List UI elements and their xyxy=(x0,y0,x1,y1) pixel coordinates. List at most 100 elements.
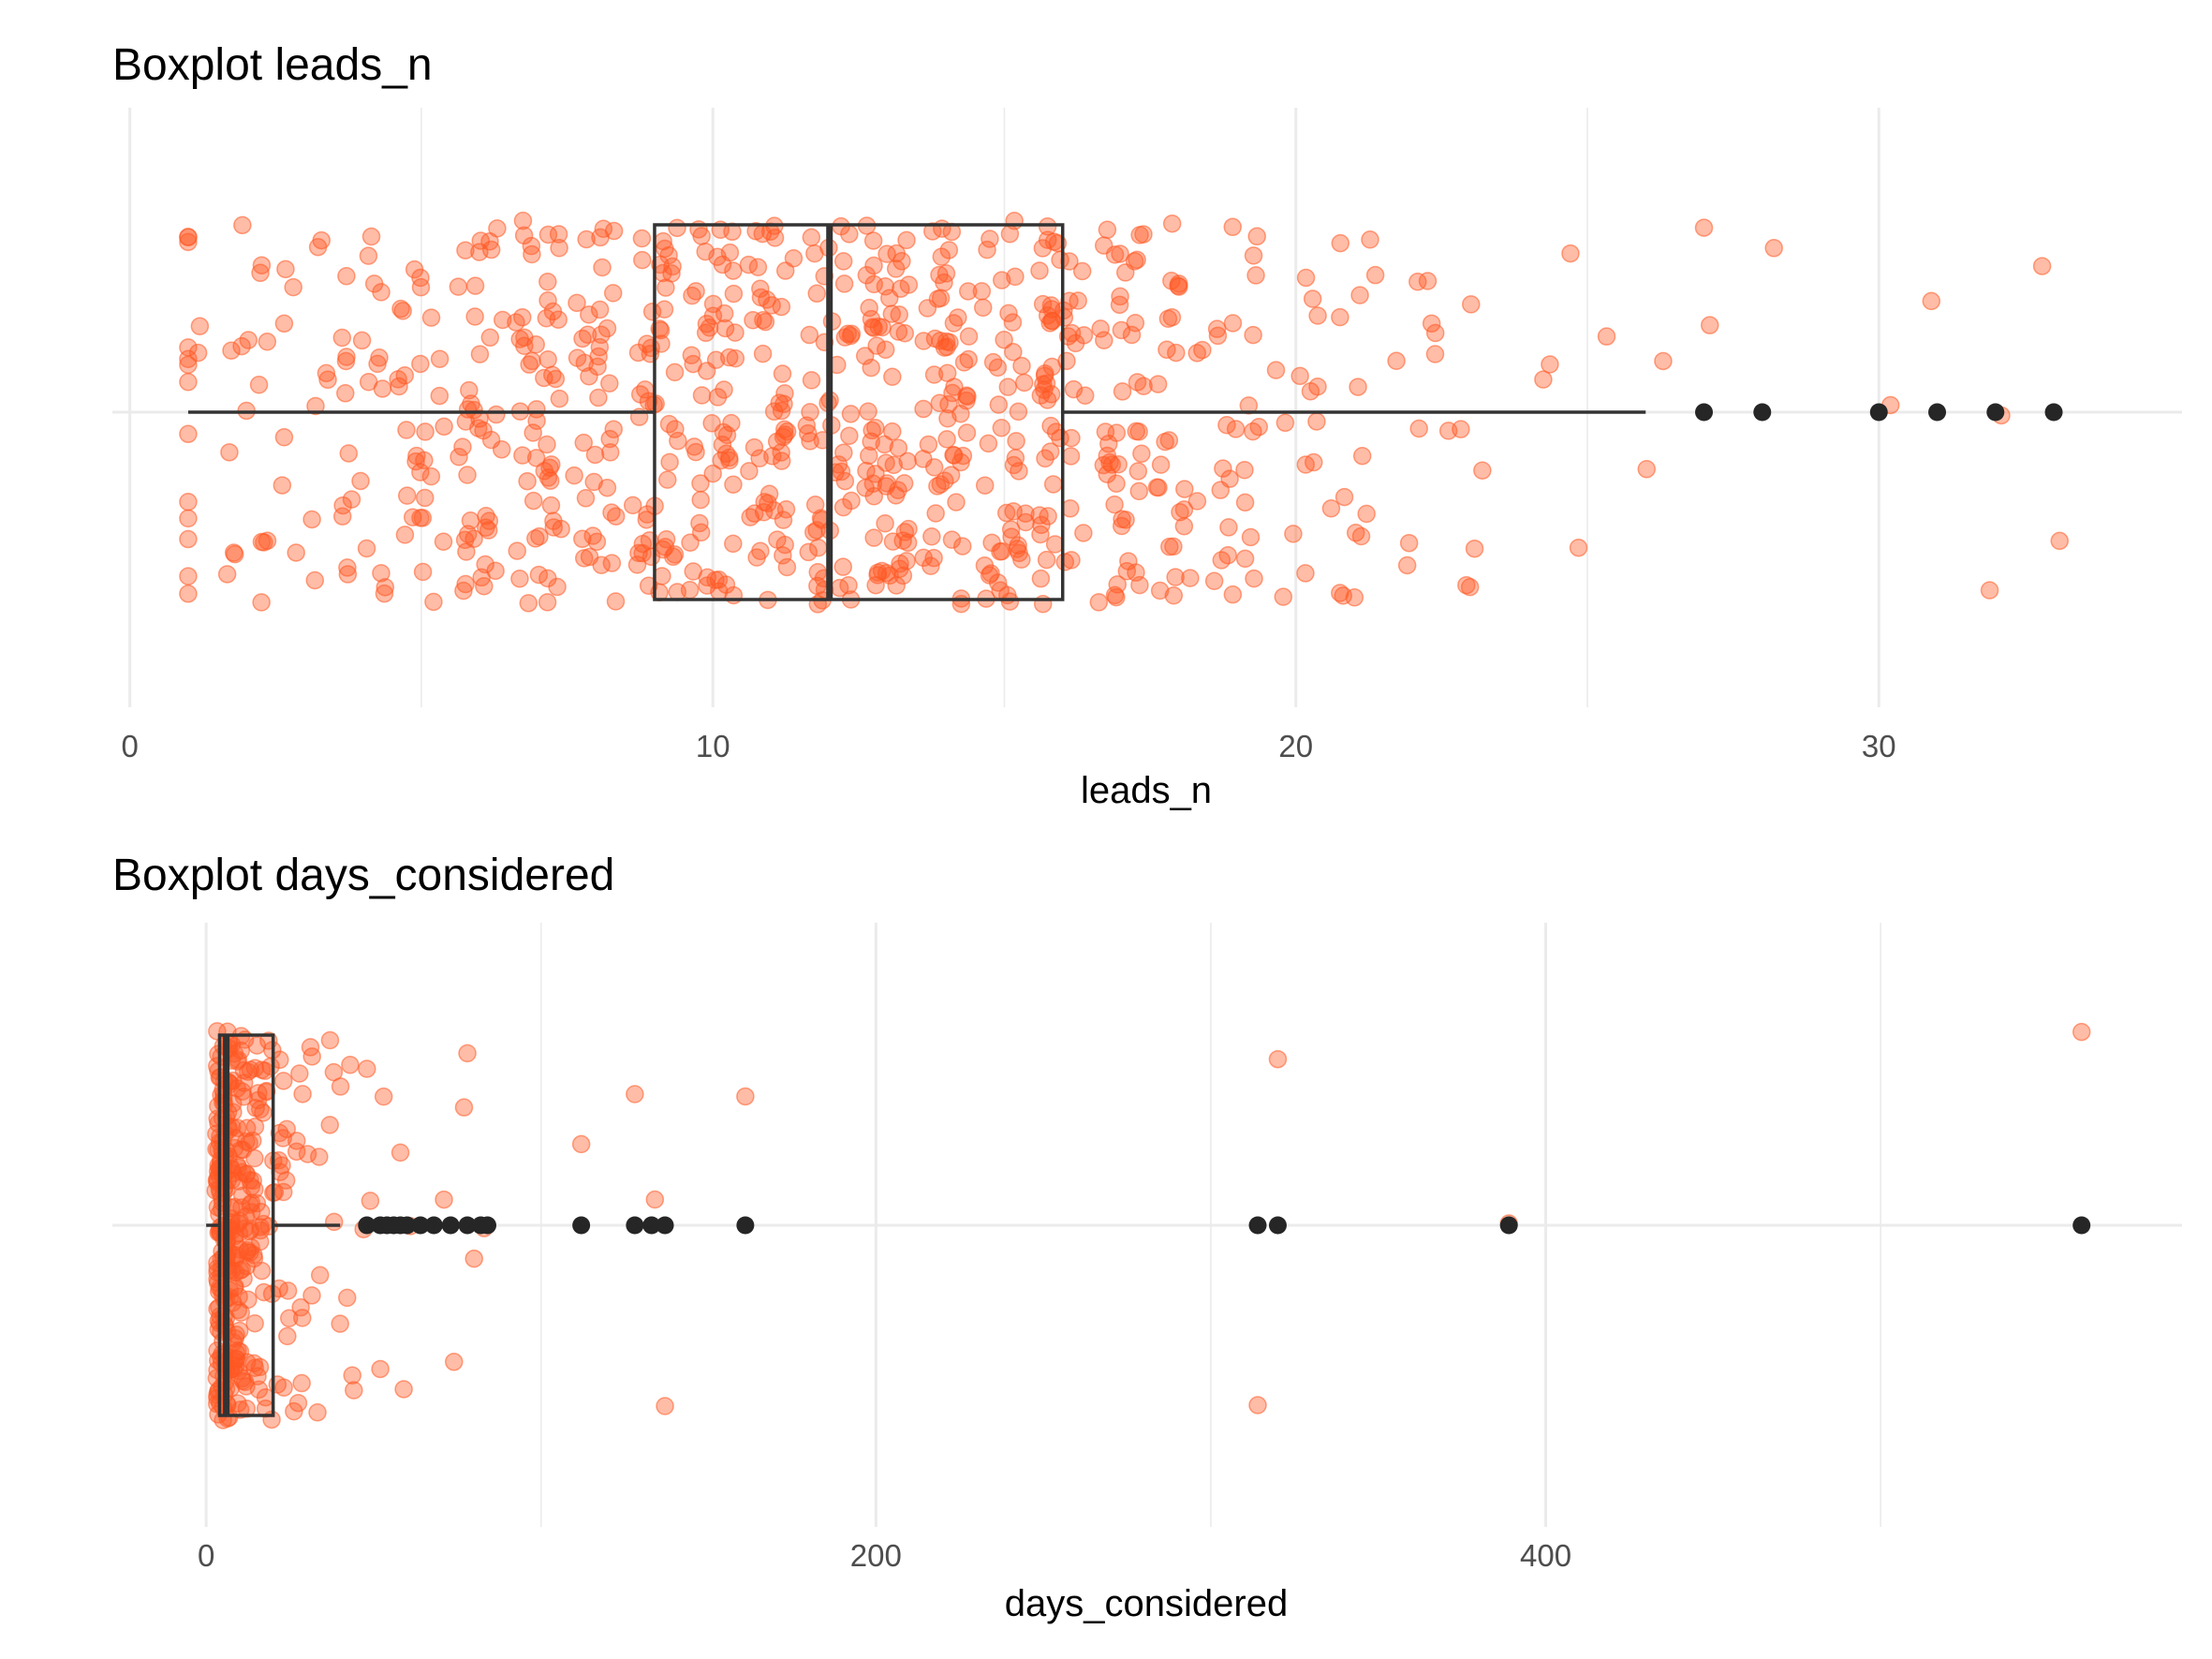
jitter-point xyxy=(345,1381,363,1400)
jitter-point xyxy=(538,593,557,612)
jitter-point xyxy=(552,519,570,539)
jitter-point xyxy=(179,228,198,246)
jitter-point xyxy=(1105,495,1124,514)
jitter-point xyxy=(935,273,953,292)
jitter-point xyxy=(1408,273,1427,291)
jitter-point xyxy=(357,539,376,558)
jitter-point xyxy=(641,338,660,358)
jitter-point xyxy=(465,276,485,295)
jitter-point xyxy=(1345,588,1364,607)
jitter-point xyxy=(864,528,883,547)
jitter-point xyxy=(338,558,357,577)
jitter-point xyxy=(179,529,198,549)
jitter-point xyxy=(662,264,681,283)
jitter-point xyxy=(623,496,642,515)
jitter-point xyxy=(454,1098,474,1117)
jitter-point xyxy=(770,393,789,412)
jitter-point xyxy=(524,423,542,442)
jitter-point xyxy=(745,437,764,457)
jitter-point xyxy=(1151,455,1171,474)
box-iqr xyxy=(653,223,1065,601)
jitter-point xyxy=(524,491,543,511)
jitter-point xyxy=(543,365,562,385)
jitter-point xyxy=(1150,581,1170,600)
jitter-point xyxy=(600,429,619,449)
jitter-point xyxy=(343,1366,361,1385)
jitter-point xyxy=(842,491,861,511)
jitter-point xyxy=(270,1123,289,1143)
jitter-point xyxy=(395,526,415,544)
jitter-point xyxy=(1037,550,1056,570)
jitter-point xyxy=(371,1359,390,1379)
jitter-point xyxy=(936,471,954,491)
jitter-point xyxy=(1409,419,1428,438)
jitter-point xyxy=(1010,462,1028,481)
jitter-point xyxy=(1193,340,1212,360)
chart-title: Boxplot days_considered xyxy=(112,851,614,900)
jitter-point xyxy=(876,340,895,359)
jitter-point xyxy=(252,1261,272,1281)
jitter-point xyxy=(358,1059,376,1078)
jitter-point xyxy=(942,530,962,549)
jitter-point xyxy=(1335,487,1354,507)
jitter-point xyxy=(480,328,500,348)
jitter-point xyxy=(278,1281,298,1300)
jitter-point xyxy=(538,435,556,454)
jitter-point xyxy=(312,230,331,250)
jitter-point xyxy=(889,438,908,457)
jitter-point xyxy=(434,532,453,551)
outlier-point xyxy=(2044,403,2063,422)
outlier-point xyxy=(411,1216,430,1235)
jitter-point xyxy=(519,594,538,613)
jitter-point xyxy=(1561,244,1580,263)
jitter-point xyxy=(287,1142,306,1162)
jitter-point xyxy=(1700,316,1719,334)
jitter-point xyxy=(774,420,794,439)
jitter-point xyxy=(317,363,336,383)
jitter-point xyxy=(548,577,567,597)
outlier-points xyxy=(1695,403,2063,422)
chart-title: Boxplot leads_n xyxy=(112,40,433,90)
jitter-point xyxy=(1132,444,1151,464)
jitter-point xyxy=(1012,356,1031,376)
jitter-point xyxy=(1465,539,1484,558)
jitter-point xyxy=(406,452,425,471)
jitter-point xyxy=(453,437,472,456)
jitter-point xyxy=(944,314,964,333)
jitter-point xyxy=(690,513,709,533)
outlier-points xyxy=(358,1216,2091,1235)
jitter-point xyxy=(583,526,602,545)
jitter-point xyxy=(320,1116,339,1134)
jitter-point xyxy=(1425,323,1445,343)
jitter-point xyxy=(1107,474,1126,494)
jitter-point xyxy=(1064,379,1084,399)
jitter-point xyxy=(1245,569,1263,588)
jitter-point xyxy=(892,252,911,271)
jitter-point xyxy=(807,521,826,540)
jitter-point xyxy=(298,1145,317,1163)
jitter-point xyxy=(487,405,506,424)
jitter-point xyxy=(477,507,495,526)
jitter-point xyxy=(1457,575,1476,595)
jitter-point xyxy=(1004,502,1023,521)
jitter-point xyxy=(656,1397,674,1415)
jitter-point xyxy=(1308,377,1327,396)
jitter-point xyxy=(603,284,623,303)
jitter-point xyxy=(696,242,715,261)
jitter-point xyxy=(258,333,277,351)
jitter-point xyxy=(703,306,723,326)
jitter-point xyxy=(229,1361,248,1381)
jitter-point xyxy=(668,583,686,601)
jitter-point xyxy=(273,1072,293,1090)
jitter-point xyxy=(1226,420,1246,438)
outlier-point xyxy=(458,1216,477,1235)
jitter-point xyxy=(1438,422,1458,440)
jitter-point xyxy=(775,535,794,555)
jitter-point xyxy=(978,240,996,259)
jitter-point xyxy=(877,244,896,263)
jitter-point xyxy=(1130,575,1149,595)
jitter-point xyxy=(1051,250,1069,270)
jitter-point xyxy=(324,1062,344,1082)
jitter-point xyxy=(285,1401,303,1421)
jitter-point xyxy=(866,575,885,595)
